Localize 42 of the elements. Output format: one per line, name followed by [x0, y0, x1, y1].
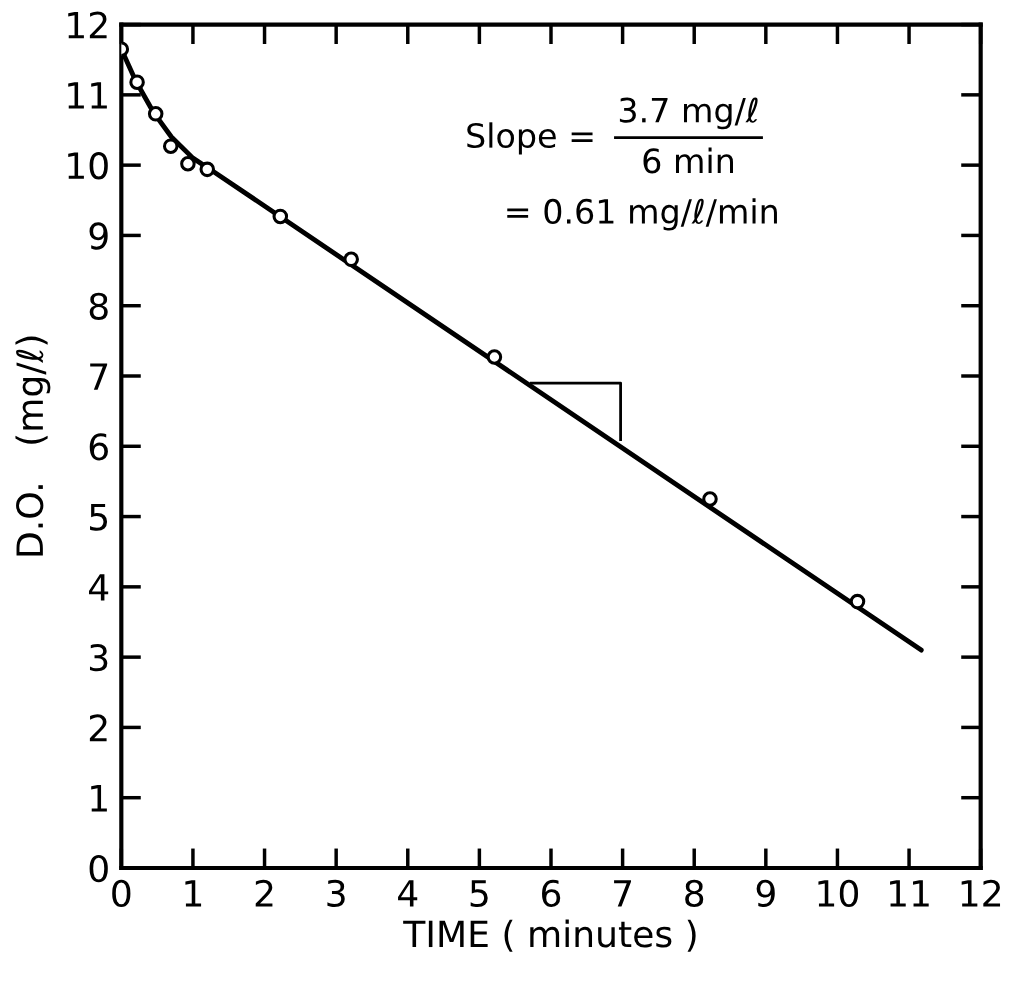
- y-tick-label: 7: [90, 363, 108, 390]
- point: [849, 593, 866, 610]
- y-tick-label: 10: [68, 152, 108, 180]
- point: [147, 106, 164, 122]
- annotation: 6 min: [643, 147, 733, 174]
- point: [343, 251, 359, 268]
- annotation: 3.7 mg/ℓ: [619, 97, 758, 130]
- annotation: Slope =: [467, 122, 593, 155]
- y-tick-label: 0: [89, 854, 108, 883]
- x-tick-label: 7: [614, 880, 632, 907]
- x-tick-label: 9: [756, 879, 775, 908]
- point: [272, 208, 289, 225]
- y-tick-label: 8: [89, 292, 108, 320]
- y-tick-label: 3: [89, 644, 108, 672]
- point: [199, 161, 216, 178]
- point: [702, 491, 718, 507]
- x-axis-title: TIME ( minutes ): [403, 919, 696, 952]
- y-tick-label: 4: [89, 574, 109, 601]
- x-tick-label: 5: [470, 880, 488, 908]
- x-tick-label: 11: [890, 880, 929, 907]
- point: [486, 349, 503, 365]
- y-tick-label: 6: [89, 433, 108, 461]
- x-tick-label: 10: [818, 879, 859, 908]
- x-tick-label: 2: [255, 879, 273, 907]
- point: [162, 138, 179, 154]
- y-tick-label: 9: [89, 222, 108, 250]
- x-tick-label: 6: [542, 879, 561, 908]
- x-tick-label: 8: [685, 879, 704, 908]
- x-tick-label: 4: [398, 880, 418, 907]
- point: [180, 155, 196, 172]
- y-axis-title: D.O. (mg/ℓ): [15, 336, 51, 556]
- y-tick-label: 2: [89, 714, 107, 742]
- x-tick-label: 3: [327, 879, 345, 908]
- x-tick-label: 0: [112, 879, 131, 908]
- x-tick-label: 1: [185, 880, 202, 907]
- y-tick-label: 5: [90, 503, 108, 531]
- y-tick-label: 1: [91, 785, 107, 812]
- x-tick-label: 12: [961, 879, 1001, 907]
- point: [129, 74, 145, 90]
- y-tick-label: 11: [68, 82, 107, 109]
- y-tick-label: 12: [68, 11, 107, 39]
- annotation: = 0.61 mg/ℓ/min: [507, 198, 777, 231]
